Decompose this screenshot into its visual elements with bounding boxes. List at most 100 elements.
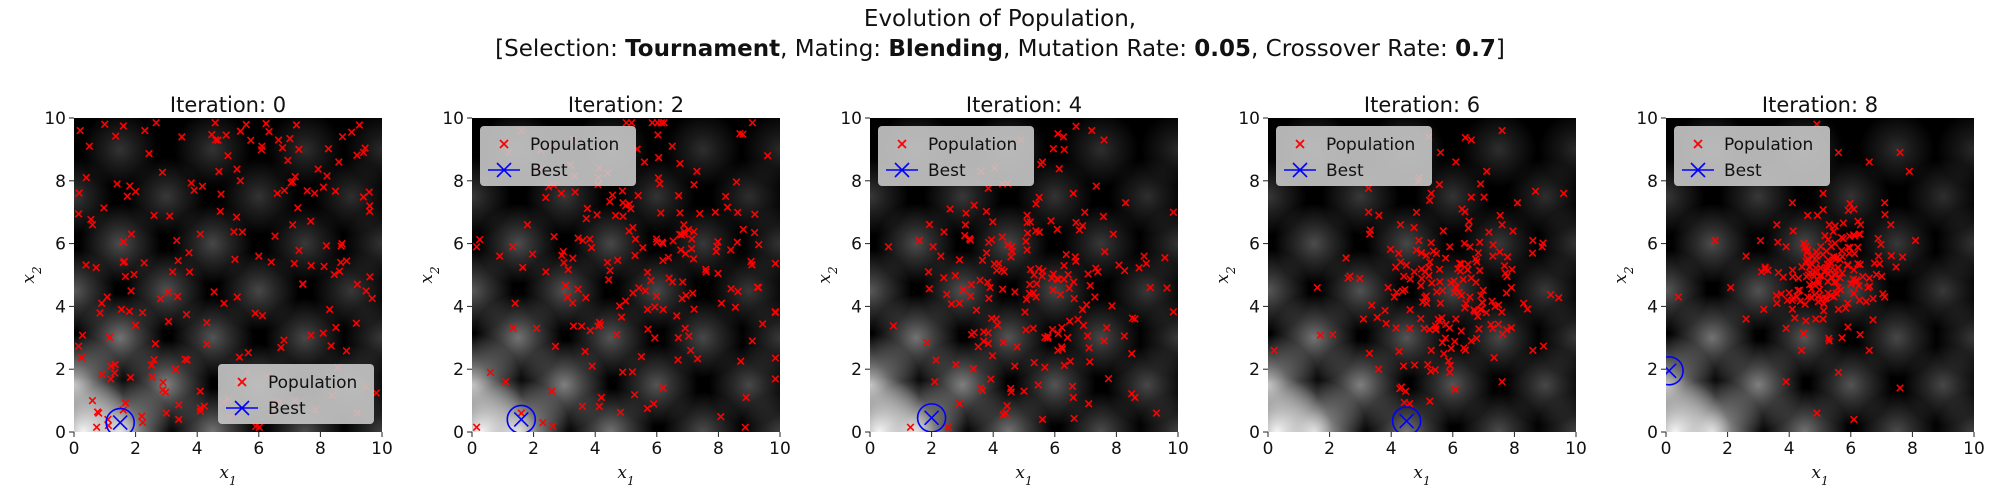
population-point [1035, 193, 1044, 202]
population-point [1074, 315, 1082, 324]
population-point [1010, 362, 1019, 370]
population-series [1270, 126, 1568, 408]
population-point [1502, 289, 1511, 297]
population-point [1023, 246, 1031, 254]
population-point [291, 172, 300, 181]
legend: Population Best [218, 364, 374, 424]
population-point [238, 228, 247, 236]
y-axis-label: x2 [1611, 266, 1636, 283]
population-point [1475, 266, 1484, 275]
population-point [1457, 327, 1466, 335]
population-point [684, 225, 693, 234]
x-tick-label: 10 [769, 439, 791, 459]
population-point [130, 270, 138, 279]
population-point [733, 238, 742, 247]
population-point [1450, 277, 1458, 285]
population-point [659, 239, 667, 248]
population-point [231, 255, 239, 264]
panel-title: Iteration: 4 [966, 93, 1082, 117]
population-point [731, 303, 740, 312]
population-point [618, 368, 627, 377]
landscape-spot [1063, 118, 1139, 188]
population-point [1135, 264, 1143, 272]
population-point [1821, 231, 1829, 240]
population-point [1038, 415, 1047, 424]
population-point [1396, 258, 1405, 266]
population-point [1509, 227, 1517, 235]
population-point [224, 151, 232, 160]
population-point [244, 348, 253, 357]
population-point [164, 288, 173, 296]
y-tick-label: 10 [44, 109, 66, 129]
population-point [1460, 303, 1469, 312]
legend-best-marker [1690, 162, 1706, 178]
population-point [1416, 281, 1425, 290]
population-point [78, 331, 87, 340]
population-point [82, 261, 90, 269]
legend-best-marker [894, 162, 910, 178]
population-point [532, 324, 541, 333]
population-point [1467, 337, 1476, 345]
x-axis-label: x1 [617, 463, 634, 488]
population-point [915, 236, 924, 245]
x-axis-label: x1 [219, 463, 236, 488]
population-point [511, 299, 519, 308]
x-tick-label: 4 [1386, 439, 1397, 459]
population-point [1054, 129, 1062, 138]
population-point [1789, 227, 1798, 235]
population-point [701, 265, 710, 274]
population-point [1865, 158, 1874, 166]
population-point [290, 259, 299, 268]
population-point [1782, 377, 1790, 386]
population-point [1474, 248, 1483, 257]
population-point [1459, 344, 1468, 352]
population-point [595, 402, 604, 411]
landscape-spot [1538, 118, 1576, 187]
population-point [1892, 263, 1900, 271]
population-point [1420, 324, 1429, 333]
landscape-spot [665, 118, 741, 188]
population-point [1497, 308, 1506, 317]
population-point [571, 188, 579, 197]
population-point [687, 244, 696, 253]
landscape-spot [343, 298, 382, 377]
population-point [1425, 397, 1434, 406]
population-point [152, 118, 161, 127]
population-point [992, 266, 1001, 275]
population-point [618, 187, 627, 195]
population-point [654, 174, 663, 182]
population-point [1830, 270, 1839, 278]
population-point [1030, 270, 1038, 279]
population-point [1421, 293, 1429, 302]
population-point [1825, 337, 1834, 345]
population-point [1152, 409, 1161, 418]
scatter-panel-0: Iteration: 0 0 2 4 6 8 10 0 2 4 6 8 10 x1 x2 Population… [19, 93, 393, 488]
population-point [970, 328, 978, 337]
population-point [1406, 275, 1415, 284]
population-point [1465, 217, 1473, 226]
population-point [1877, 240, 1885, 249]
population-point [976, 276, 984, 285]
x-tick-label: 10 [1565, 439, 1587, 459]
population-point [1498, 126, 1506, 135]
population-point [1412, 208, 1421, 217]
population-point [338, 132, 347, 141]
population-point [1498, 220, 1506, 229]
population-point [628, 223, 637, 232]
population-point [1742, 252, 1750, 261]
x-tick-label: 8 [1509, 439, 1520, 459]
y-tick-label: 0 [55, 423, 66, 443]
population-point [1874, 234, 1883, 243]
landscape-spot [74, 377, 139, 432]
population-point [711, 208, 720, 217]
population-point [1054, 329, 1063, 338]
population-point [1837, 246, 1846, 255]
landscape-spot [1536, 392, 1576, 432]
population-point [1060, 145, 1069, 154]
population-point [1069, 393, 1078, 402]
population-point [676, 209, 684, 217]
population-point [1820, 299, 1828, 308]
population-point [1832, 289, 1841, 297]
population-point [1494, 301, 1503, 309]
population-point [1127, 349, 1136, 358]
